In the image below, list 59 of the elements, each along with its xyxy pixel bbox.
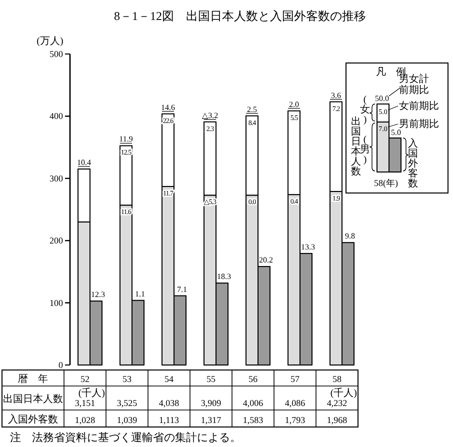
y-tick-label: 200 <box>50 236 64 246</box>
text: 女前期比 <box>399 101 439 112</box>
text: 注 法務省資料に基づく運輸省の集計による。 <box>10 431 241 444</box>
text: (男) <box>360 134 370 166</box>
legend-label: (女) <box>360 94 370 126</box>
annotation: 2.0 <box>289 100 299 109</box>
annotation: 出国日本人数 <box>351 116 361 178</box>
text: 1,113 <box>159 415 179 425</box>
text: 4,232 <box>326 398 348 408</box>
text: 1,793 <box>284 415 306 425</box>
text: (千人) <box>330 388 357 399</box>
text: 男前期比 <box>399 119 439 130</box>
x-tick-label: 55 <box>206 374 216 384</box>
x-tick-label: 56 <box>248 374 258 384</box>
chart-title: 8－1－12図 出国日本人数と入国外客数の推移 <box>114 9 366 23</box>
y-tick-label: 0 <box>58 360 64 370</box>
x-tick-label: 53 <box>122 374 132 384</box>
text: (千人) <box>78 388 105 399</box>
text: 1,317 <box>200 415 222 425</box>
annotation: 9.8 <box>345 232 355 241</box>
annotation: △3.2 <box>202 110 218 120</box>
annotation: 12.3 <box>91 290 105 300</box>
text: 5.0 <box>391 128 401 137</box>
text: 1,583 <box>242 415 264 425</box>
annotation: 11.9 <box>119 134 133 144</box>
annotation: 10.4 <box>77 158 91 168</box>
y-tick-label: 100 <box>50 298 64 308</box>
text: 入国外客数 <box>8 414 58 426</box>
text: 3,151 <box>74 398 96 408</box>
annotation: 1.1 <box>135 289 145 298</box>
text: 4,006 <box>242 398 264 408</box>
text: 出国日本人数 <box>3 394 63 405</box>
text: 前期比 <box>399 85 429 96</box>
text: 4,038 <box>158 398 180 408</box>
text: 50.0 <box>375 94 389 103</box>
x-tick-label: 57 <box>290 374 300 384</box>
y-tick-label: 500 <box>50 49 64 59</box>
text: 4,086 <box>284 398 306 408</box>
annotation: 18.3 <box>217 272 231 282</box>
annotation: 14.6 <box>161 102 175 112</box>
text: 3,525 <box>116 398 138 408</box>
text: 1,039 <box>116 415 138 425</box>
text: 1,968 <box>326 415 348 425</box>
y-tick-label: 400 <box>50 111 64 122</box>
y-tick-label: 300 <box>50 173 64 184</box>
text: 入国外客数 <box>408 138 418 190</box>
y-axis-title: (万人) <box>36 36 64 47</box>
x-tick-label: 58 <box>332 374 342 384</box>
text: 1,028 <box>74 415 96 425</box>
text: 暦 年 <box>18 374 48 385</box>
text: 3,909 <box>200 398 222 408</box>
annotation: 3.6 <box>331 90 341 100</box>
annotation: 2.5 <box>247 104 257 114</box>
annotation: 20.2 <box>259 256 273 265</box>
x-tick-label: 54 <box>164 374 174 384</box>
text: 58(年) <box>374 178 398 188</box>
annotation: 7.1 <box>177 284 187 294</box>
annotation: 13.3 <box>301 242 315 252</box>
x-tick-label: 52 <box>80 374 90 384</box>
